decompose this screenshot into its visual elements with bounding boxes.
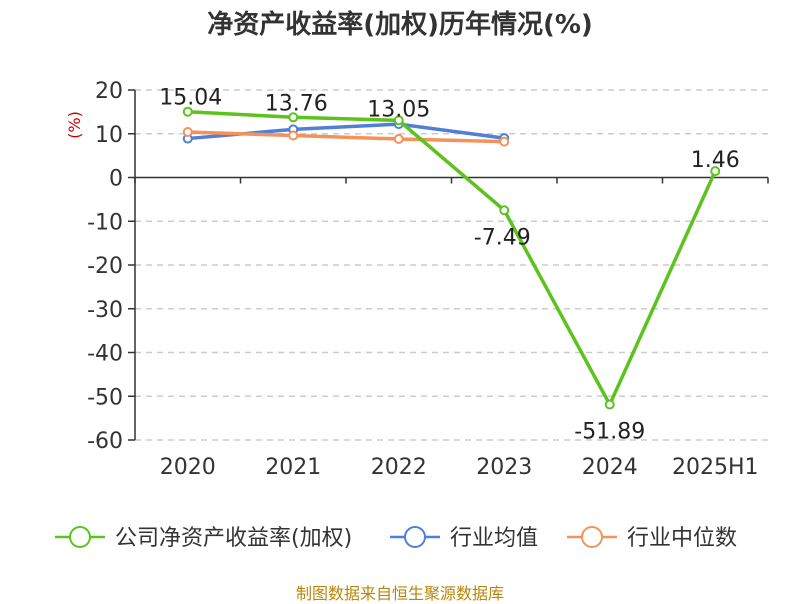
legend-item-2[interactable]: 行业中位数 <box>567 526 737 551</box>
x-tick-label: 2025H1 <box>672 455 759 480</box>
data-point[interactable] <box>182 127 193 137</box>
legend[interactable]: 公司净资产收益率(加权) 行业均值 行业中位数 <box>55 526 737 551</box>
legend-label: 公司净资产收益率(加权) <box>115 526 352 551</box>
data-point[interactable] <box>288 112 299 123</box>
data-label: 13.05 <box>367 97 430 122</box>
x-tick-label: 2024 <box>582 455 638 480</box>
legend-swatch-marker <box>581 526 603 548</box>
data-point[interactable] <box>499 136 510 147</box>
data-label: -51.89 <box>574 420 645 445</box>
data-point[interactable] <box>182 106 193 117</box>
legend-label: 行业均值 <box>450 526 538 551</box>
y-tick-label: -10 <box>87 210 123 235</box>
series-lines <box>182 106 721 410</box>
data-label: 15.04 <box>159 86 222 111</box>
legend-swatch-marker <box>69 526 91 548</box>
source-note: 制图数据来自恒生聚源数据库 <box>295 584 504 603</box>
data-point[interactable] <box>393 115 404 126</box>
y-tick-label: 0 <box>109 167 123 192</box>
legend-item-0[interactable]: 公司净资产收益率(加权) <box>55 526 352 551</box>
x-tick-label: 2020 <box>160 455 216 480</box>
x-tick-label: 2021 <box>265 455 321 480</box>
data-point[interactable] <box>393 134 404 144</box>
y-axis-label: (%) <box>65 111 84 139</box>
data-point[interactable] <box>288 130 299 141</box>
data-point[interactable] <box>604 399 615 410</box>
x-tick-labels: 2020 2021 2022 2023 2024 2025H1 <box>160 455 759 480</box>
y-tick-label: -50 <box>87 385 123 410</box>
y-tick-label: -20 <box>87 254 123 279</box>
legend-swatch-marker <box>404 526 426 548</box>
y-tick-label: 20 <box>95 79 123 104</box>
y-tick-label: 10 <box>95 123 123 148</box>
data-label: 1.46 <box>691 148 740 173</box>
series-line-0 <box>187 109 717 407</box>
data-point[interactable] <box>710 166 721 177</box>
series-line-2 <box>187 130 505 144</box>
y-tick-label: -30 <box>87 298 123 323</box>
data-labels: 15.04 13.76 13.05 -7.49 -51.89 1.46 <box>159 86 739 445</box>
data-label: 13.76 <box>265 91 328 116</box>
y-tick-label: -40 <box>87 342 123 367</box>
data-point[interactable] <box>499 205 510 216</box>
axes <box>128 89 769 441</box>
y-tick-label: -60 <box>87 429 123 454</box>
legend-label: 行业中位数 <box>627 526 737 551</box>
x-tick-label: 2022 <box>371 455 427 480</box>
y-tick-labels: 20 10 0 -10 -20 -30 -40 -50 -60 <box>87 79 123 454</box>
chart-title: 净资产收益率(加权)历年情况(%) <box>207 10 593 40</box>
data-label: -7.49 <box>474 225 531 250</box>
x-tick-label: 2023 <box>476 455 532 480</box>
legend-item-1[interactable]: 行业均值 <box>390 526 538 551</box>
